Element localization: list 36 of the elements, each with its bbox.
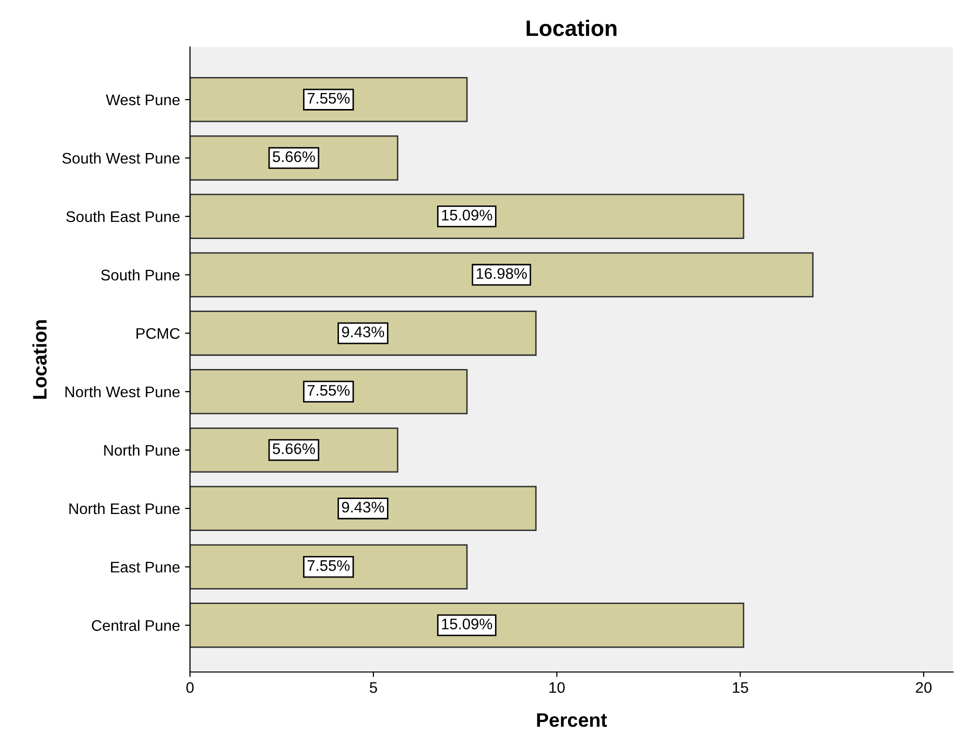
y-axis-title: Location	[32, 320, 47, 399]
data-label: 9.43%	[342, 326, 384, 338]
data-label: 7.55%	[308, 384, 350, 396]
x-axis-title: Percent	[537, 713, 607, 727]
data-label: 9.43%	[342, 502, 384, 513]
bar	[190, 369, 468, 414]
data-label: 7.55%	[308, 92, 350, 104]
x-tick-label: 20	[916, 682, 932, 693]
data-label: 16.98%	[476, 268, 527, 279]
bar	[190, 76, 468, 122]
y-tick-label: South Pune	[101, 269, 180, 280]
y-tick-label: South East Pune	[66, 210, 180, 222]
y-tick-label: East Pune	[111, 562, 180, 573]
bar	[190, 252, 814, 298]
y-tick-label: North West Pune	[65, 386, 180, 398]
data-label: 5.66%	[272, 151, 315, 162]
y-tick-label: Central Pune	[92, 620, 180, 631]
bar	[190, 544, 468, 590]
chart-title: Location	[526, 20, 616, 36]
bar	[190, 602, 744, 648]
data-label: 5.66%	[272, 443, 315, 454]
x-tick-label: 15	[732, 682, 748, 693]
bar	[190, 486, 537, 532]
bar	[190, 310, 537, 356]
y-tick-label: PCMC	[136, 328, 180, 339]
data-label: 15.09%	[442, 210, 492, 220]
y-tick-label: North Pune	[104, 444, 180, 456]
x-tick-label: 10	[549, 682, 565, 693]
y-tick-label: North East Pune	[69, 502, 180, 514]
x-tick-label: 5	[370, 682, 378, 693]
bar	[190, 194, 744, 239]
y-tick-label: South West Pune	[62, 152, 180, 164]
data-label: 7.55%	[308, 560, 350, 571]
x-tick-label: 0	[186, 682, 194, 693]
data-label: 15.09%	[442, 618, 492, 630]
y-tick-label: West Pune	[106, 94, 180, 106]
